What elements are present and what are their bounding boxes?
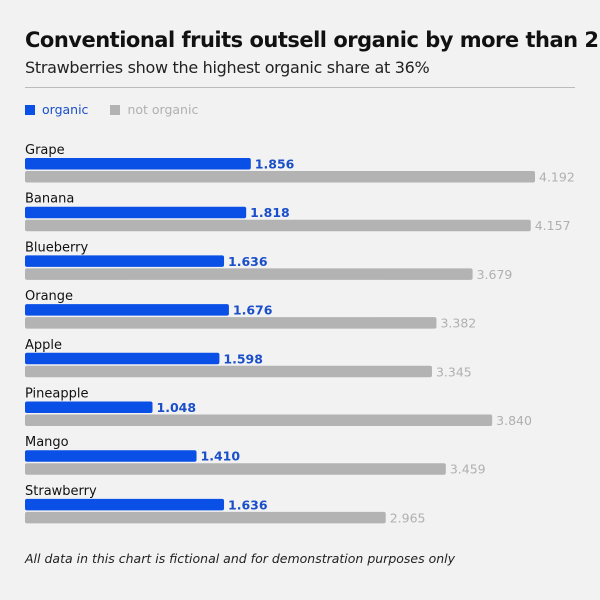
- legend-item-organic: organic: [25, 102, 88, 117]
- bar-organic-pineapple: [25, 401, 153, 413]
- category-label-grape: Grape: [25, 143, 65, 158]
- category-label-mango: Mango: [25, 435, 69, 450]
- bar-organic-blueberry: [25, 255, 225, 267]
- category-label-apple: Apple: [25, 338, 62, 353]
- divider: [25, 87, 575, 88]
- category-label-pineapple: Pineapple: [25, 387, 88, 402]
- legend-swatch-organic: [25, 104, 35, 115]
- footnote: All data in this chart is fictional and …: [25, 551, 456, 566]
- legend-swatch-not-organic: [110, 104, 121, 115]
- bar-organic-mango: [25, 450, 197, 462]
- value-label-organic-strawberry: 1.636: [228, 497, 268, 512]
- value-label-not-organic-apple: 3.345: [436, 364, 472, 379]
- bar-not-organic-blueberry: [25, 268, 473, 280]
- bar-organic-orange: [25, 304, 229, 316]
- legend-label-not-organic: not organic: [127, 102, 199, 117]
- value-label-organic-pineapple: 1.048: [157, 400, 197, 415]
- category-label-banana: Banana: [25, 192, 74, 207]
- legend-item-not-organic: not organic: [110, 102, 198, 117]
- value-label-organic-blueberry: 1.636: [228, 254, 268, 269]
- bar-not-organic-mango: [25, 463, 446, 475]
- value-label-organic-orange: 1.676: [233, 303, 273, 318]
- chart-subtitle: Strawberries show the highest organic sh…: [25, 58, 430, 77]
- value-label-not-organic-pineapple: 3.840: [496, 413, 532, 428]
- category-label-orange: Orange: [25, 289, 73, 304]
- value-label-not-organic-orange: 3.382: [440, 316, 476, 331]
- value-label-organic-grape: 1.856: [255, 157, 295, 172]
- legend-label-organic: organic: [42, 102, 89, 117]
- value-label-not-organic-strawberry: 2.965: [390, 510, 426, 525]
- bar-not-organic-grape: [25, 171, 535, 183]
- bar-not-organic-apple: [25, 365, 432, 378]
- value-label-not-organic-mango: 3.459: [450, 462, 486, 477]
- value-label-not-organic-grape: 4.192: [539, 170, 575, 185]
- bar-organic-grape: [25, 158, 251, 170]
- legend: organic not organic: [25, 102, 198, 117]
- bar-organic-banana: [25, 206, 247, 219]
- value-label-not-organic-banana: 4.157: [535, 218, 571, 233]
- bar-not-organic-strawberry: [25, 511, 386, 524]
- value-label-organic-mango: 1.410: [201, 449, 241, 464]
- bar-chart: Grape 1.856 4.192 Banana 1.818 4.157 Blueberry…: [25, 143, 575, 525]
- category-label-blueberry: Blueberry: [25, 240, 88, 255]
- category-label-strawberry: Strawberry: [25, 484, 97, 499]
- bar-organic-strawberry: [25, 498, 225, 511]
- value-label-organic-banana: 1.818: [250, 205, 290, 220]
- bar-not-organic-banana: [25, 219, 531, 232]
- bar-not-organic-pineapple: [25, 414, 493, 426]
- chart-title: Conventional fruits outsell organic by m…: [25, 28, 600, 52]
- value-label-organic-apple: 1.598: [223, 351, 263, 366]
- bar-organic-apple: [25, 352, 220, 365]
- bar-not-organic-orange: [25, 317, 437, 329]
- value-label-not-organic-blueberry: 3.679: [477, 267, 513, 282]
